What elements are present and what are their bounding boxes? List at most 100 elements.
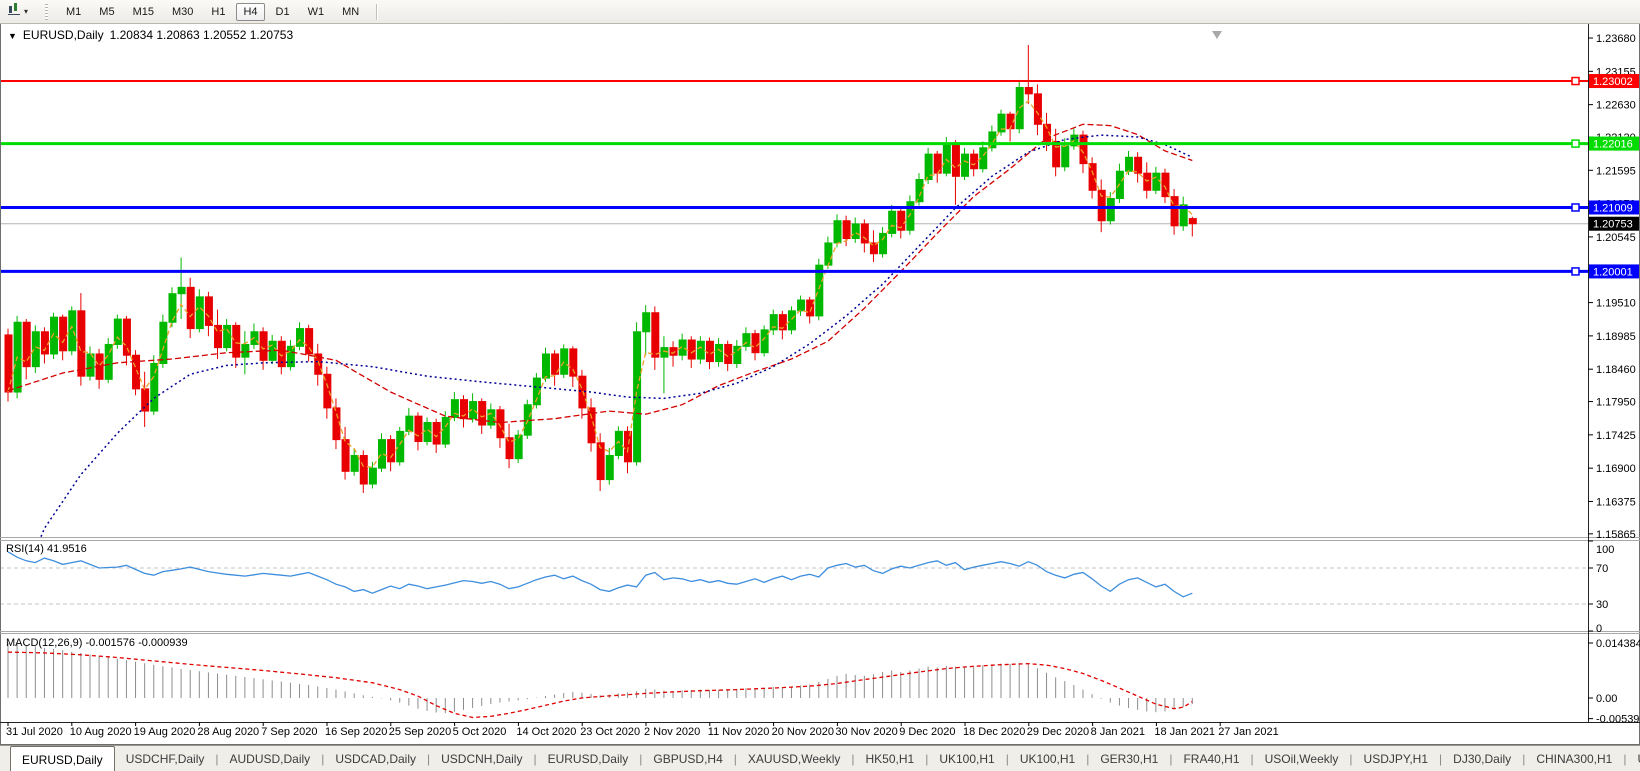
macd-values: -0.001576 -0.000939	[85, 637, 188, 649]
hline-price-label: 1.23002	[1593, 76, 1633, 88]
rsi-tick-label: 0	[1596, 623, 1602, 635]
chart-frame	[0, 23, 1640, 745]
rsi-indicator-label: RSI(14) 41.9516	[6, 543, 87, 555]
date-tick-label: 9 Dec 2020	[899, 726, 955, 738]
hline-price-label: 1.21009	[1593, 202, 1633, 214]
symbol-tab-13[interactable]: USOil,Weekly	[1264, 752, 1339, 766]
ma-fast-line	[7, 100, 1193, 468]
symbol-tab-8[interactable]: HK50,H1	[865, 752, 915, 766]
timeframe-toolbar: ▾ M1 M5 M15 M30 H1 H4 D1 W1 MN	[0, 0, 1640, 24]
rsi-tick-label: 70	[1596, 563, 1608, 575]
timeframe-button-m1[interactable]: M1	[66, 5, 82, 18]
symbol-tab-16[interactable]: CHINA300,H1	[1536, 752, 1613, 766]
symbol-tab-11[interactable]: GER30,H1	[1100, 752, 1159, 766]
price-tick-label: 1.19510	[1596, 298, 1636, 310]
price-tick-label: 1.18460	[1596, 364, 1636, 376]
price-tick-label: 1.17950	[1596, 397, 1636, 409]
chevron-down-icon: ▾	[24, 7, 29, 16]
hline-handle[interactable]	[1571, 76, 1580, 86]
date-tick-label: 16 Sep 2020	[325, 726, 387, 738]
tab-separator: |	[1439, 752, 1443, 766]
symbol-tab-15[interactable]: DJ30,Daily	[1453, 752, 1512, 766]
symbol-tab-17[interactable]: U	[1626, 746, 1640, 771]
hline-labels: 1.23002 1.22016 1.21009 1.20001 1.20753	[1571, 74, 1639, 279]
date-tick-label: 2 Nov 2020	[644, 726, 700, 738]
symbol-tab-3[interactable]: USDCAD,Daily	[335, 752, 416, 766]
timeframe-button-m15[interactable]: M15	[132, 5, 154, 18]
price-axis: 1.236801.231551.226301.221201.215951.210…	[1588, 33, 1636, 541]
chart-window: 1.236801.231551.226301.221201.215951.210…	[0, 23, 1640, 745]
symbol-tab-4[interactable]: USDCNH,Daily	[441, 752, 523, 766]
hline-handle[interactable]	[1571, 139, 1580, 148]
chart-title-ohlc: 1.20834 1.20863 1.20552 1.20753	[109, 28, 294, 42]
hline-handle[interactable]	[1571, 267, 1580, 276]
rsi-tick-label: 30	[1596, 599, 1608, 611]
price-tick-label: 1.18985	[1596, 331, 1636, 343]
timeframe-button-h1[interactable]: H1	[211, 5, 226, 18]
symbol-tab-7[interactable]: XAUUSD,Weekly	[747, 752, 841, 766]
price-tick-label: 1.15865	[1596, 529, 1636, 541]
chart-canvas[interactable]: 1.236801.231551.226301.221201.215951.210…	[0, 23, 1640, 745]
toolbar-grip[interactable]	[45, 3, 49, 20]
macd-tick-label: 0.00	[1596, 693, 1617, 705]
chart-menu-icon[interactable]: ▼	[8, 31, 17, 41]
macd-indicator-label: MACD(12,26,9) -0.001576 -0.000939	[6, 637, 188, 649]
symbol-tab-9[interactable]: UK100,H1	[939, 752, 995, 766]
candles	[4, 44, 1197, 493]
symbol-tab-5[interactable]: EURUSD,Daily	[547, 752, 629, 766]
rsi-tick-label: 100	[1596, 544, 1614, 556]
date-tick-label: 8 Jan 2021	[1091, 726, 1145, 738]
tab-separator: |	[1005, 752, 1009, 766]
moving-averages	[7, 100, 1193, 537]
timeframe-button-w1[interactable]: W1	[307, 5, 325, 18]
toolbar-divider	[376, 3, 378, 20]
macd-tick-label: 0.014384	[1596, 638, 1640, 650]
macd-axis: 0.014384 0.00 -0.005396	[1588, 638, 1640, 726]
rsi-axis: 100 70 30 0	[1588, 540, 1614, 635]
macd-tick-label: -0.005396	[1596, 714, 1640, 726]
timeframe-buttons: M1 M5 M15 M30 H1 H4 D1 W1 MN	[57, 2, 368, 21]
chart-title-symbol: EURUSD,Daily	[22, 28, 104, 42]
date-tick-label: 10 Aug 2020	[70, 726, 132, 738]
timeframe-button-h4[interactable]: H4	[236, 2, 265, 21]
macd-signal-line	[7, 651, 1193, 719]
tab-separator: |	[215, 752, 219, 766]
date-tick-label: 18 Jan 2021	[1154, 726, 1215, 738]
chart-tool-button[interactable]: ▾	[4, 1, 31, 22]
symbol-tab-14[interactable]: USDJPY,H1	[1363, 752, 1429, 766]
timeframe-button-d1[interactable]: D1	[275, 5, 290, 18]
symbol-tab-6[interactable]: GBPUSD,H4	[653, 752, 723, 766]
date-tick-label: 31 Jul 2020	[6, 726, 63, 738]
tab-separator: |	[1250, 752, 1254, 766]
tab-separator: |	[1086, 752, 1090, 766]
price-tick-label: 1.20545	[1596, 232, 1636, 244]
chart-mode-icon	[7, 2, 22, 21]
symbol-tab-2[interactable]: AUDUSD,Daily	[229, 752, 311, 766]
timeframe-button-m30[interactable]: M30	[171, 5, 194, 18]
symbol-tab-1[interactable]: USDCHF,Daily	[125, 752, 205, 766]
symbol-tab-0[interactable]: EURUSD,Daily	[10, 746, 115, 771]
date-tick-label: 29 Dec 2020	[1027, 726, 1089, 738]
tab-separator: |	[1349, 752, 1353, 766]
tab-separator: |	[533, 752, 537, 766]
hline-price-label: 1.22016	[1593, 139, 1633, 151]
timeframe-button-mn[interactable]: MN	[342, 5, 360, 18]
price-tick-label: 1.22630	[1596, 100, 1636, 112]
date-tick-label: 23 Oct 2020	[580, 726, 640, 738]
hline-handle[interactable]	[1571, 203, 1580, 212]
date-tick-label: 19 Aug 2020	[134, 726, 196, 738]
rsi-line	[7, 551, 1193, 598]
price-tick-label: 1.16900	[1596, 463, 1636, 475]
date-tick-label: 5 Oct 2020	[453, 726, 507, 738]
shift-marker-icon[interactable]	[1212, 31, 1222, 39]
tab-separator: |	[1623, 752, 1627, 766]
symbol-tab-12[interactable]: FRA40,H1	[1183, 752, 1240, 766]
tab-separator: |	[427, 752, 431, 766]
rsi-value: 41.9516	[46, 543, 87, 555]
symbol-tab-10[interactable]: UK100,H1	[1019, 752, 1076, 766]
symbol-tabs: EURUSD,Daily USDCHF,Daily | AUDUSD,Daily | US…	[6, 746, 1640, 771]
price-tick-label: 1.17425	[1596, 430, 1636, 442]
timeframe-button-m5[interactable]: M5	[99, 5, 115, 18]
chart-title: ▼ EURUSD,Daily 1.20834 1.20863 1.20552 1.2…	[8, 28, 293, 42]
